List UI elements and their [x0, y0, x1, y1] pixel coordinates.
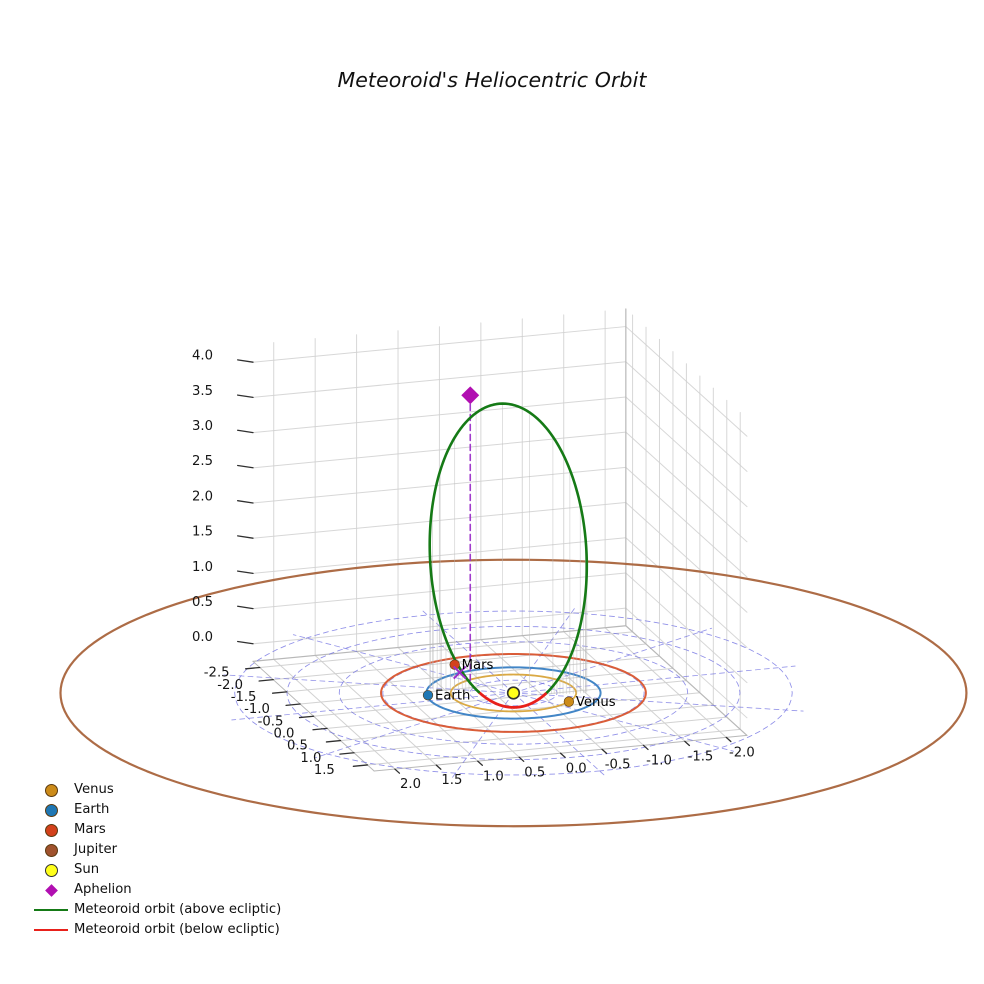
y-tick-3: -0.5: [605, 757, 631, 772]
legend-item-mars[interactable]: Mars: [28, 820, 306, 840]
projection-stems: [429, 394, 588, 695]
axis-ticks: [237, 359, 732, 774]
x-tick-2: -1.5: [231, 690, 257, 705]
legend-swatch: [44, 843, 58, 857]
legend-swatch: [34, 908, 68, 912]
legend-swatch: [44, 823, 58, 837]
x-tick-0: -2.5: [204, 666, 230, 681]
axis-tick-labels: -2.5-2.0-1.5-1.0-0.50.00.51.01.5-2.0-1.5…: [192, 349, 755, 793]
legend-item-venus[interactable]: Venus: [28, 780, 306, 800]
legend-swatch: [44, 863, 58, 877]
legend-item-label: Meteoroid orbit (below ecliptic): [74, 922, 280, 937]
perihelion-cross: [453, 665, 467, 680]
legend-jupiter-dot-icon: [28, 840, 74, 860]
legend-item-label: Meteoroid orbit (above ecliptic): [74, 902, 282, 917]
x-tick-5: 0.0: [273, 727, 294, 742]
z-tick-8: 4.0: [192, 349, 213, 364]
axes-panes: [252, 308, 748, 772]
z-tick-0: 0.0: [192, 630, 213, 645]
label-earth: Earth: [435, 689, 470, 704]
label-mars: Mars: [462, 658, 494, 673]
y-tick-7: 1.5: [441, 773, 462, 788]
legend-item-label: Mars: [74, 822, 106, 837]
x-tick-3: -1.0: [244, 702, 270, 717]
legend-item-earth[interactable]: Earth: [28, 800, 306, 820]
legend-item-jupiter[interactable]: Jupiter: [28, 840, 306, 860]
legend-item-sun[interactable]: Sun: [28, 860, 306, 880]
z-tick-7: 3.5: [192, 384, 213, 399]
sun-marker: [506, 686, 521, 700]
body-labels: Venus Earth Mars: [435, 658, 616, 710]
z-tick-5: 2.5: [192, 454, 213, 469]
legend-item-meteoroid-orbit-below-ecliptic[interactable]: Meteoroid orbit (below ecliptic): [28, 920, 306, 940]
z-tick-3: 1.5: [192, 525, 213, 540]
legend-item-label: Venus: [74, 782, 114, 797]
legend-swatch: [34, 928, 68, 932]
legend-sun-dot-icon: [28, 860, 74, 880]
planet-orbits: [59, 558, 968, 828]
x-tick-7: 1.0: [300, 751, 321, 766]
legend-swatch: [44, 803, 58, 817]
legend-item-aphelion[interactable]: Aphelion: [28, 880, 306, 900]
page-title: Meteoroid's Heliocentric Orbit: [337, 68, 647, 92]
legend-line-icon-6: [28, 900, 74, 920]
aphelion-marker: [461, 386, 480, 405]
y-tick-5: 0.5: [524, 765, 545, 780]
legend-swatch: [44, 883, 58, 897]
legend-item-label: Earth: [74, 802, 110, 817]
x-tick-6: 0.5: [287, 739, 308, 754]
x-tick-1: -2.0: [217, 678, 243, 693]
legend-item-label: Jupiter: [74, 842, 117, 857]
label-venus: Venus: [576, 695, 616, 710]
body-markers: [422, 386, 575, 707]
legend: Venus Earth Mars Jupiter Sun Aphelion Meteoroi…: [28, 780, 306, 940]
legend-line-icon-7: [28, 920, 74, 940]
earth-marker: [422, 690, 434, 701]
x-tick-4: -0.5: [258, 714, 284, 729]
legend-venus-dot-icon: [28, 780, 74, 800]
z-tick-1: 0.5: [192, 595, 213, 610]
z-tick-2: 1.0: [192, 560, 213, 575]
legend-item-meteoroid-orbit-above-ecliptic[interactable]: Meteoroid orbit (above ecliptic): [28, 900, 306, 920]
y-tick-2: -1.0: [646, 753, 672, 768]
x-tick-8: 1.5: [314, 763, 335, 778]
y-tick-0: -2.0: [729, 746, 755, 761]
y-tick-1: -1.5: [688, 749, 714, 764]
legend-item-label: Sun: [74, 862, 100, 877]
y-tick-4: 0.0: [566, 761, 587, 776]
mars-marker: [449, 659, 460, 670]
legend-item-label: Aphelion: [74, 882, 132, 897]
venus-marker: [563, 696, 575, 707]
z-tick-6: 3.0: [192, 419, 213, 434]
legend-earth-dot-icon: [28, 800, 74, 820]
legend-mars-dot-icon: [28, 820, 74, 840]
legend-aphelion-diamond-icon: [28, 880, 74, 900]
y-tick-6: 1.0: [483, 769, 504, 784]
y-tick-8: 2.0: [400, 777, 421, 792]
z-tick-4: 2.0: [192, 489, 213, 504]
legend-swatch: [44, 783, 58, 797]
